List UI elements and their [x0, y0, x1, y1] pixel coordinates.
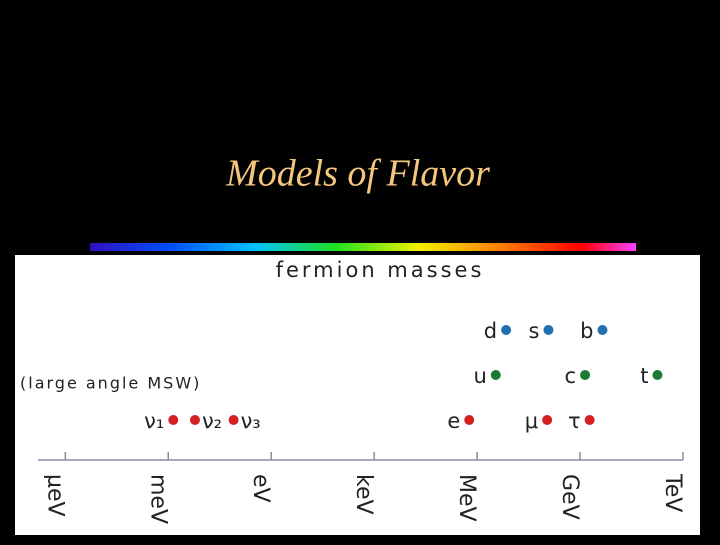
point — [189, 415, 200, 425]
x-tick-label: eV — [248, 474, 273, 503]
point-label: s — [528, 319, 539, 343]
point-label: d — [484, 319, 497, 343]
x-tick-label: MeV — [454, 474, 479, 522]
point — [168, 415, 179, 425]
point-label: e — [447, 409, 460, 433]
x-tick-label: GeV — [557, 474, 582, 520]
point — [464, 415, 475, 425]
point — [490, 370, 501, 380]
annotation: (large angle MSW) — [20, 374, 201, 393]
point-label: b — [580, 319, 593, 343]
point — [597, 325, 608, 335]
point — [652, 370, 663, 380]
point-label: τ — [568, 409, 581, 433]
point — [228, 415, 239, 425]
point-label: μ — [525, 409, 538, 433]
point-label: ν₃ — [241, 409, 261, 433]
rainbow-bar — [90, 243, 636, 251]
point — [501, 325, 512, 335]
point — [543, 325, 554, 335]
x-tick-label: keV — [351, 474, 376, 515]
point — [584, 415, 595, 425]
figure-panel — [15, 255, 700, 535]
slide-title: Models of Flavor — [225, 153, 490, 195]
point-label: ν₁ — [144, 409, 164, 433]
point-label: u — [473, 364, 486, 388]
point-label: t — [640, 364, 648, 388]
x-tick-label: μeV — [42, 474, 67, 517]
point-label: c — [565, 364, 577, 388]
point — [580, 370, 591, 380]
point — [542, 415, 553, 425]
x-tick-label: meV — [145, 474, 170, 524]
chart-title: fermion masses — [276, 258, 485, 282]
point-label: ν₂ — [202, 409, 222, 433]
x-tick-label: TeV — [660, 473, 685, 512]
